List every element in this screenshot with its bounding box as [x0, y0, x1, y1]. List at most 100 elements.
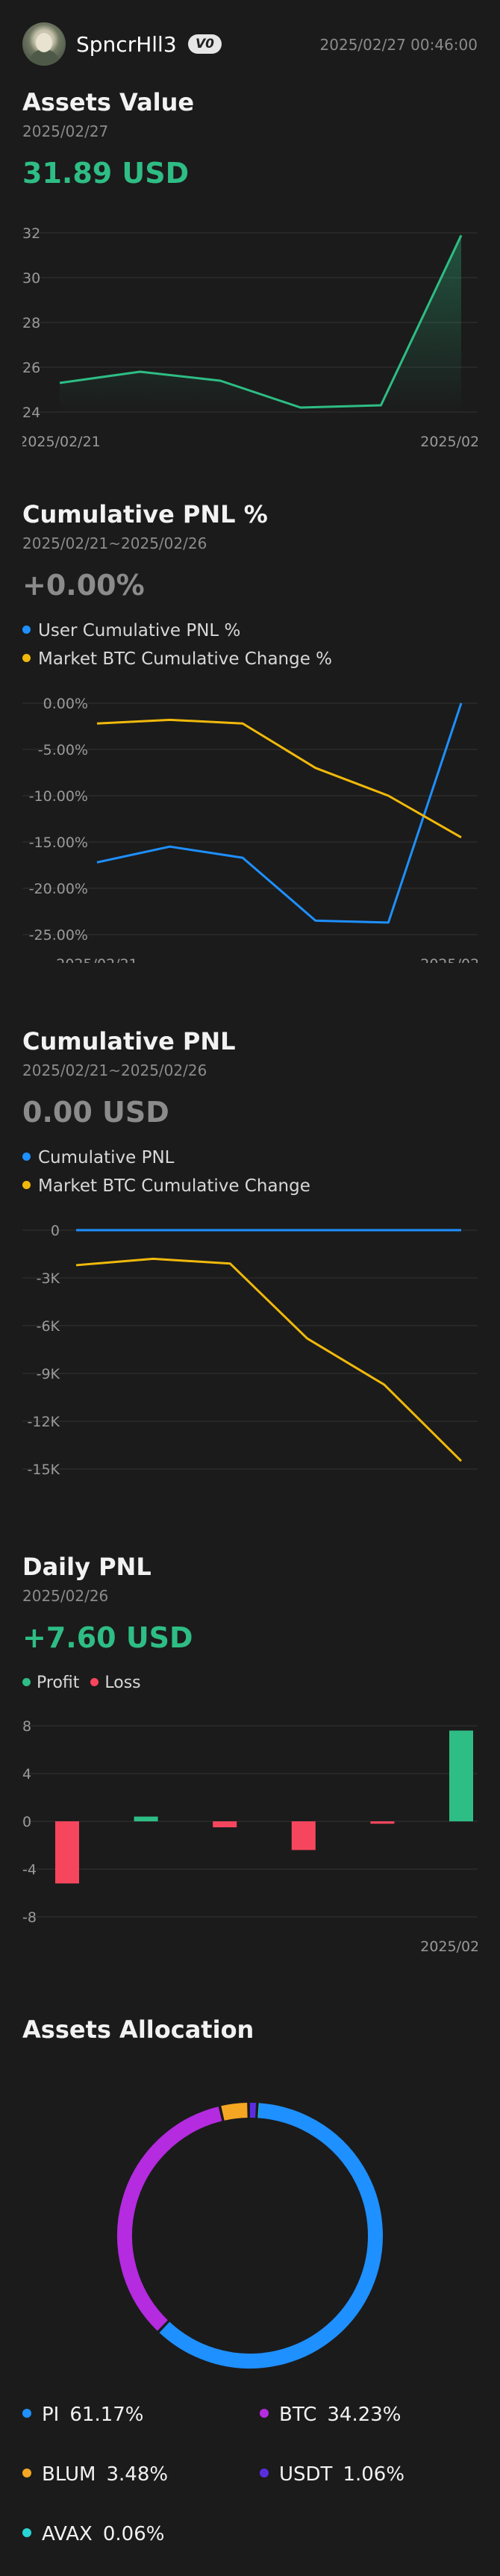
legend-cumulative-pnl[interactable]: Cumulative PNL — [22, 1148, 174, 1167]
legend-label: Cumulative PNL — [38, 1148, 175, 1167]
bar — [291, 1821, 316, 1850]
cumulative-pnl-section: Cumulative PNL 2025/02/21~2025/02/26 0.0… — [22, 1027, 478, 1490]
cumulative-pnl-range: 2025/02/21~2025/02/26 — [22, 1061, 207, 1079]
x-tick-label: 2025/02/26 — [420, 434, 478, 450]
bar — [370, 1821, 395, 1824]
daily-pnl-title: Daily PNL — [22, 1553, 151, 1581]
legend-dot-icon — [260, 2408, 269, 2418]
series-line — [96, 718, 462, 839]
allocation-pct: 3.48% — [106, 2463, 169, 2486]
daily-pnl-section: Daily PNL 2025/02/26 +7.60 USD Profit Lo… — [22, 1553, 478, 1971]
area-fill — [60, 235, 461, 412]
bar — [55, 1821, 79, 1884]
y-tick-label: 28 — [22, 315, 40, 331]
allocation-item-avax[interactable]: AVAX 0.06% — [22, 2523, 164, 2545]
y-tick-label: -12K — [28, 1414, 60, 1430]
assets-value-title: Assets Value — [22, 88, 195, 116]
cumulative-pnl-pct-title: Cumulative PNL % — [22, 500, 268, 528]
y-tick-label: -5.00% — [38, 742, 88, 758]
legend-label: Market BTC Cumulative Change — [38, 1176, 310, 1196]
legend-dot-icon — [22, 654, 31, 662]
allocation-name: PI — [42, 2404, 60, 2426]
y-tick-label: -4 — [22, 1862, 37, 1878]
legend-market-btc-change-pct[interactable]: Market BTC Cumulative Change % — [22, 649, 332, 669]
allocation-item-blum[interactable]: BLUM 3.48% — [22, 2463, 168, 2486]
y-tick-label: -9K — [37, 1366, 60, 1382]
y-tick-label: -10.00% — [29, 788, 88, 805]
legend-label: Market BTC Cumulative Change % — [38, 649, 333, 669]
legend-dot-icon — [260, 2468, 269, 2477]
allocation-item-pi[interactable]: PI 61.17% — [22, 2404, 144, 2426]
assets-value-date: 2025/02/27 — [22, 122, 109, 140]
y-tick-label: 24 — [22, 405, 40, 421]
x-tick-label: 2025/02/26 — [420, 1939, 478, 1955]
allocation-name: AVAX — [42, 2523, 93, 2545]
assets-value-chart[interactable]: 24 26 28 30 32 2025/02/21 2025/02/26 — [22, 209, 478, 455]
legend-user-cumulative-pnl-pct[interactable]: User Cumulative PNL % — [22, 621, 240, 640]
legend-label: User Cumulative PNL % — [38, 621, 241, 640]
allocation-name: BLUM — [42, 2463, 96, 2486]
y-tick-label: -25.00% — [29, 927, 88, 944]
daily-pnl-legend: Profit Loss — [22, 1674, 141, 1692]
legend-loss[interactable]: Loss — [90, 1674, 141, 1692]
bar — [213, 1821, 237, 1827]
legend-dot-icon — [22, 2468, 31, 2477]
username[interactable]: SpncrHll3 — [76, 32, 177, 57]
timestamp: 2025/02/27 00:46:00 — [319, 36, 478, 54]
cumulative-pnl-pct-chart[interactable]: 0.00% -5.00% -10.00% -15.00% -20.00% -25.00% 2… — [22, 687, 478, 963]
allocation-item-btc[interactable]: BTC 34.23% — [260, 2404, 401, 2426]
legend-label: Loss — [104, 1674, 141, 1692]
bar — [134, 1816, 158, 1821]
daily-pnl-chart[interactable]: 8 4 0 -4 -8 2025/02/26 — [22, 1709, 478, 1963]
legend-dot-icon — [22, 2408, 31, 2418]
assets-allocation-donut[interactable] — [104, 2090, 396, 2381]
allocation-name: BTC — [279, 2404, 317, 2426]
assets-allocation-title: Assets Allocation — [22, 2015, 254, 2044]
series-line — [75, 1257, 463, 1462]
daily-pnl-date: 2025/02/26 — [22, 1587, 109, 1605]
y-tick-label: -6K — [37, 1318, 60, 1335]
cumulative-pnl-pct-range: 2025/02/21~2025/02/26 — [22, 534, 207, 552]
assets-value-section: Assets Value 2025/02/27 31.89 USD 24 26 28… — [22, 88, 478, 461]
donut-slice-blum — [221, 2103, 248, 2121]
legend-label: Profit — [37, 1674, 80, 1692]
vip-badge: V0 — [188, 34, 222, 54]
y-tick-label: -8 — [22, 1909, 37, 1926]
cumulative-pnl-pct-section: Cumulative PNL % 2025/02/21~2025/02/26 +… — [22, 500, 478, 963]
allocation-pct: 0.06% — [102, 2523, 165, 2545]
cumulative-pnl-pct-value: +0.00% — [22, 569, 145, 602]
allocation-name: USDT — [279, 2463, 333, 2486]
daily-pnl-value: +7.60 USD — [22, 1621, 193, 1654]
y-tick-label: -15K — [28, 1462, 60, 1478]
y-tick-label: 30 — [22, 270, 40, 287]
donut-slice-pi — [159, 2103, 383, 2368]
legend-dot-icon — [22, 626, 31, 634]
assets-allocation-section: Assets Allocation PI 61.17% BTC 34.23% BLU… — [22, 2015, 478, 2553]
legend-profit[interactable]: Profit — [22, 1674, 79, 1692]
legend-dot-icon — [90, 1677, 99, 1686]
cumulative-pnl-title: Cumulative PNL — [22, 1027, 236, 1055]
x-tick-label: 2025/02/21 — [56, 956, 138, 963]
allocation-pct: 34.23% — [327, 2404, 401, 2426]
y-tick-label: 26 — [22, 360, 40, 376]
y-tick-label: -20.00% — [29, 881, 88, 897]
donut-slice-btc — [117, 2106, 222, 2331]
y-tick-label: 0 — [51, 1223, 60, 1239]
x-tick-label: 2025/02/26 — [420, 956, 478, 963]
y-tick-label: -3K — [37, 1270, 60, 1287]
legend-dot-icon — [22, 2527, 31, 2537]
bar — [449, 1730, 473, 1821]
y-tick-label: 32 — [22, 225, 40, 242]
x-tick-label: 2025/02/21 — [22, 434, 101, 450]
cumulative-pnl-value: 0.00 USD — [22, 1096, 169, 1129]
series-line — [59, 234, 463, 409]
legend-market-btc-change[interactable]: Market BTC Cumulative Change — [22, 1176, 310, 1196]
y-tick-label: 8 — [22, 1718, 31, 1735]
legend-dot-icon — [22, 1153, 31, 1161]
allocation-item-usdt[interactable]: USDT 1.06% — [260, 2463, 404, 2486]
legend-dot-icon — [22, 1677, 31, 1686]
header: SpncrHll3 V0 2025/02/27 00:46:00 — [22, 22, 478, 67]
assets-value-amount: 31.89 USD — [22, 157, 190, 190]
avatar[interactable] — [22, 22, 66, 66]
